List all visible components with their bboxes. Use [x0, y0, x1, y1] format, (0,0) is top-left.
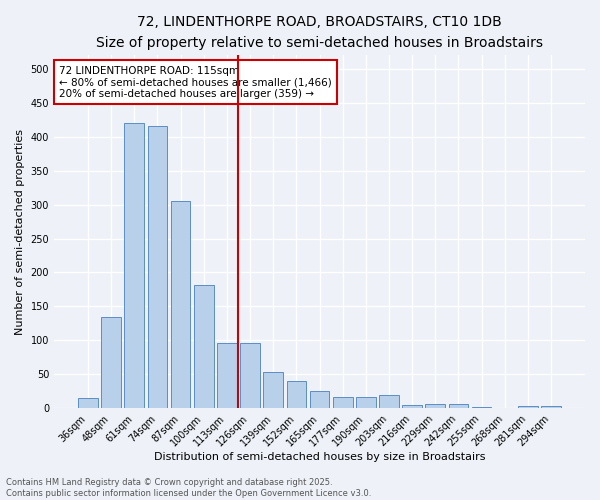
Bar: [310, 391, 329, 408]
Bar: [379, 395, 399, 408]
Bar: [518, 406, 538, 408]
Text: 72 LINDENTHORPE ROAD: 115sqm
← 80% of semi-detached houses are smaller (1,466)
2: 72 LINDENTHORPE ROAD: 115sqm ← 80% of se…: [59, 66, 332, 98]
Bar: [425, 404, 445, 408]
Bar: [287, 380, 306, 408]
Bar: [449, 404, 468, 408]
Bar: [541, 406, 561, 408]
Bar: [101, 316, 121, 408]
Bar: [356, 397, 376, 408]
X-axis label: Distribution of semi-detached houses by size in Broadstairs: Distribution of semi-detached houses by …: [154, 452, 485, 462]
Bar: [148, 126, 167, 408]
Bar: [171, 201, 190, 408]
Bar: [124, 123, 144, 408]
Bar: [240, 343, 260, 408]
Bar: [472, 407, 491, 408]
Bar: [263, 372, 283, 408]
Bar: [194, 284, 214, 408]
Text: Contains HM Land Registry data © Crown copyright and database right 2025.
Contai: Contains HM Land Registry data © Crown c…: [6, 478, 371, 498]
Title: 72, LINDENTHORPE ROAD, BROADSTAIRS, CT10 1DB
Size of property relative to semi-d: 72, LINDENTHORPE ROAD, BROADSTAIRS, CT10…: [96, 15, 543, 50]
Bar: [333, 397, 353, 408]
Bar: [78, 398, 98, 408]
Bar: [402, 405, 422, 408]
Y-axis label: Number of semi-detached properties: Number of semi-detached properties: [15, 128, 25, 334]
Bar: [217, 343, 237, 408]
